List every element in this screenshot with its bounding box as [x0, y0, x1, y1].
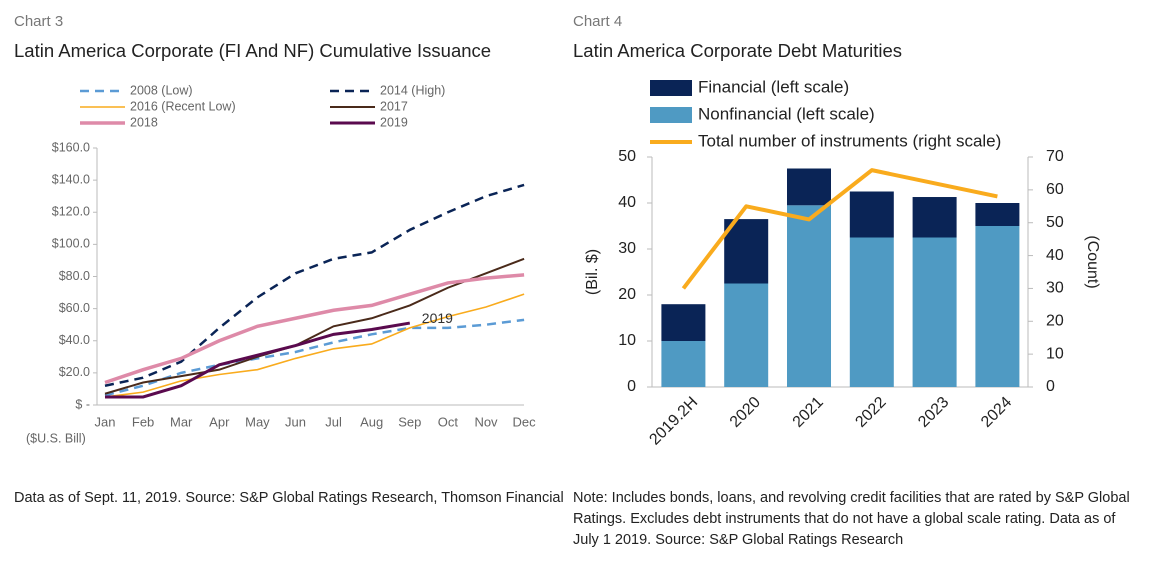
chart-label: Chart 3	[14, 13, 63, 30]
legend-swatch	[650, 107, 692, 123]
x-tick-label: Apr	[209, 414, 230, 429]
x-tick-label: Aug	[360, 414, 383, 429]
x-tick-label: Jun	[285, 414, 306, 429]
x-tick-label: 2022	[852, 394, 889, 431]
y-tick-label: $60.0	[59, 301, 90, 315]
y-axis-label: (Bil. $)	[584, 249, 601, 295]
bar-segment	[912, 237, 957, 387]
legend-label: 2016 (Recent Low)	[130, 99, 236, 113]
x-tick-label: Jul	[325, 414, 342, 429]
y2-tick-label: 30	[1046, 280, 1064, 297]
series-line	[105, 321, 411, 399]
bar-segment	[787, 205, 831, 387]
series-line	[104, 318, 525, 397]
legend-swatch	[650, 80, 692, 96]
bar-segment	[975, 226, 1020, 387]
legend-label: Nonfinancial (left scale)	[698, 104, 875, 123]
chart-title: Latin America Corporate Debt Maturities	[573, 40, 902, 61]
y-tick-label: $120.0	[52, 205, 90, 219]
chart-label: Chart 4	[573, 13, 622, 30]
y2-tick-label: 20	[1046, 313, 1064, 330]
x-tick-label: Nov	[474, 414, 498, 429]
y-tick-label: 30	[618, 240, 636, 257]
y2-tick-label: 40	[1046, 247, 1064, 264]
y2-tick-label: 50	[1046, 214, 1064, 231]
bar-segment	[849, 191, 894, 238]
x-tick-label: Mar	[170, 414, 193, 429]
bar-segment	[724, 219, 769, 284]
legend-label: 2017	[380, 99, 408, 113]
x-tick-label: 2023	[915, 394, 952, 431]
footnote: Data as of Sept. 11, 2019. Source: S&P G…	[14, 490, 564, 506]
series-line	[681, 168, 998, 290]
x-tick-label: 2024	[978, 394, 1015, 431]
bar-segment	[975, 203, 1020, 226]
series-line	[104, 257, 525, 395]
bar-segment	[912, 197, 957, 238]
legend-label: 2018	[130, 115, 158, 129]
x-tick-label: 2019.2H	[646, 394, 701, 449]
y-tick-label: 0	[627, 378, 636, 395]
x-tick-label: Feb	[132, 414, 154, 429]
chart-title: Latin America Corporate (FI And NF) Cumu…	[14, 40, 491, 61]
y-tick-label: 20	[618, 286, 636, 303]
y-tick-label: $80.0	[59, 269, 90, 283]
y-tick-label: $160.0	[52, 140, 90, 154]
y-tick-label: $20.0	[59, 365, 90, 379]
bar-segment	[661, 341, 706, 387]
y-tick-label: 50	[618, 148, 636, 165]
x-tick-label: Dec	[513, 414, 537, 429]
legend-label: 2008 (Low)	[130, 83, 193, 97]
x-tick-label: Jan	[95, 414, 116, 429]
series-line	[104, 183, 525, 387]
y-tick-label: 10	[618, 332, 636, 349]
y-tick-label: 40	[618, 194, 636, 211]
bar-segment	[724, 283, 769, 387]
y-tick-label: $ -	[75, 397, 90, 411]
y2-tick-label: 0	[1046, 378, 1055, 395]
y-tick-label: $100.0	[52, 237, 90, 251]
bar-segment	[661, 304, 706, 341]
legend-label: 2019	[380, 115, 408, 129]
bar-segment	[787, 168, 831, 206]
footnote: Note: Includes bonds, loans, and revolvi…	[573, 490, 1130, 548]
y-axis-label: ($U.S. Bill)	[26, 431, 86, 445]
x-tick-label: 2021	[790, 394, 827, 431]
x-tick-label: May	[245, 414, 270, 429]
y-tick-label: $40.0	[59, 333, 90, 347]
legend-label: Total number of instruments (right scale…	[698, 131, 1001, 150]
y2-tick-label: 70	[1046, 148, 1064, 165]
y2-tick-label: 60	[1046, 181, 1064, 198]
bar-segment	[849, 237, 894, 387]
y2-axis-label: (Count)	[1084, 235, 1101, 288]
series-line	[104, 273, 525, 385]
x-tick-label: Sep	[398, 414, 421, 429]
series-line	[104, 293, 525, 398]
y-tick-label: $140.0	[52, 172, 90, 186]
x-tick-label: Oct	[438, 414, 459, 429]
x-tick-label: 2020	[727, 394, 764, 431]
y2-tick-label: 10	[1046, 345, 1064, 362]
legend-label: 2014 (High)	[380, 83, 445, 97]
annotation: 2019	[422, 310, 453, 326]
legend-label: Financial (left scale)	[698, 77, 849, 96]
